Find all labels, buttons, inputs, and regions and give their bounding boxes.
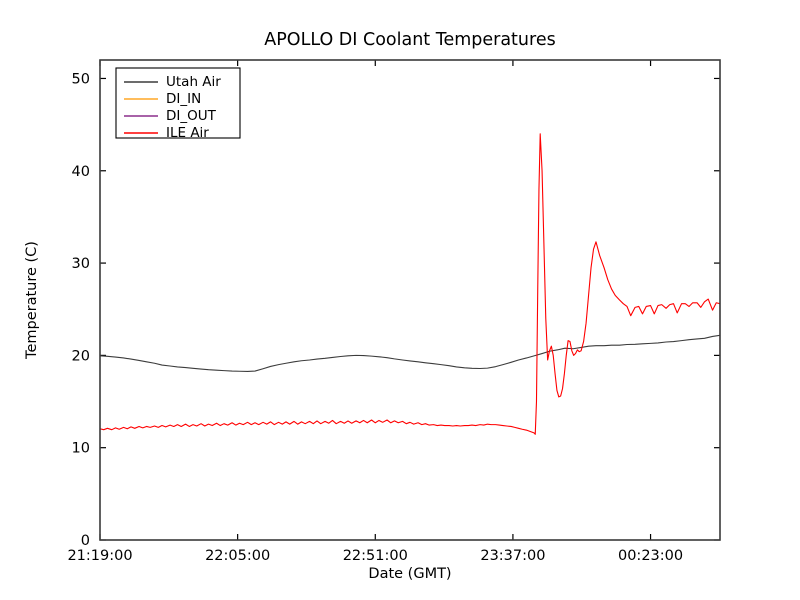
legend-label-di-in: DI_IN <box>166 91 201 107</box>
legend-background <box>115 67 241 139</box>
legend-label-utah-air: Utah Air <box>166 74 221 90</box>
y-tick-label: 30 <box>72 256 90 272</box>
x-axis-ticks: 21:19:00 22:05:00 22:51:00 23:37:00 00:23:00 <box>67 60 683 564</box>
data-series-group <box>100 133 720 435</box>
y-axis-ticks: 0 10 20 30 40 50 <box>72 71 720 549</box>
series-line-ile-air <box>100 133 720 435</box>
y-tick-label: 40 <box>72 164 90 180</box>
plot-frame <box>99 59 721 541</box>
legend-label-di-out: DI_OUT <box>166 108 217 124</box>
x-tick-label: 23:37:00 <box>480 548 545 564</box>
x-tick-label: 21:19:00 <box>67 548 132 564</box>
y-axis-label: Temperature (C) <box>24 241 40 360</box>
y-tick-label: 10 <box>72 441 90 457</box>
page-title: APOLLO DI Coolant Temperatures <box>264 30 555 50</box>
x-tick-label: 22:51:00 <box>343 548 408 564</box>
y-tick-label: 50 <box>72 71 90 87</box>
x-axis-label: Date (GMT) <box>368 566 451 582</box>
legend-label-ile-air: ILE Air <box>166 125 209 141</box>
y-tick-label: 20 <box>72 348 90 364</box>
x-tick-label: 22:05:00 <box>205 548 270 564</box>
y-tick-label: 0 <box>81 533 90 549</box>
series-line-utah-air <box>100 334 720 372</box>
x-tick-label: 00:23:00 <box>618 548 683 564</box>
